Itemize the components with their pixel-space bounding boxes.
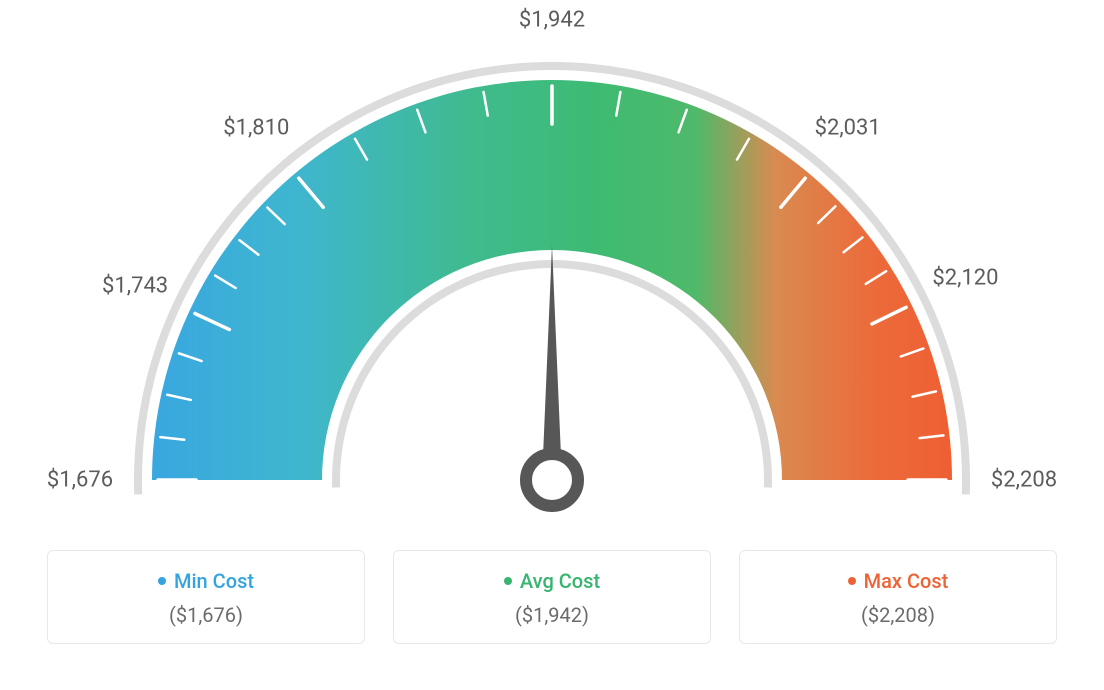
gauge-tick-label: $1,676 [47, 468, 113, 493]
gauge-tick-label: $1,743 [102, 273, 168, 298]
legend-label-max: Max Cost [848, 569, 949, 593]
legend-value-avg: ($1,942) [515, 603, 589, 627]
legend-label-text: Max Cost [864, 569, 949, 593]
legend-card-max: Max Cost ($2,208) [739, 550, 1057, 644]
gauge-svg [22, 10, 1082, 530]
legend-value-max: ($2,208) [861, 603, 935, 627]
legend-label-text: Avg Cost [520, 569, 600, 593]
gauge-tick-label: $2,208 [991, 468, 1057, 493]
gauge-tick-label: $1,810 [223, 115, 289, 140]
legend-card-min: Min Cost ($1,676) [47, 550, 365, 644]
gauge-tick-label: $1,942 [519, 8, 585, 33]
cost-gauge-chart: $1,676 $1,743 $1,810 $1,942 $2,031 $2,120 $2,2… [22, 10, 1082, 530]
legend-label-avg: Avg Cost [504, 569, 600, 593]
legend-label-text: Min Cost [174, 569, 254, 593]
legend-card-avg: Avg Cost ($1,942) [393, 550, 711, 644]
gauge-tick-label: $2,031 [815, 115, 881, 140]
dot-icon [848, 577, 856, 585]
legend-label-min: Min Cost [158, 569, 254, 593]
dot-icon [158, 577, 166, 585]
legend-value-min: ($1,676) [169, 603, 243, 627]
dot-icon [504, 577, 512, 585]
legend-row: Min Cost ($1,676) Avg Cost ($1,942) Max … [47, 550, 1057, 644]
gauge-tick-label: $2,120 [932, 266, 998, 291]
